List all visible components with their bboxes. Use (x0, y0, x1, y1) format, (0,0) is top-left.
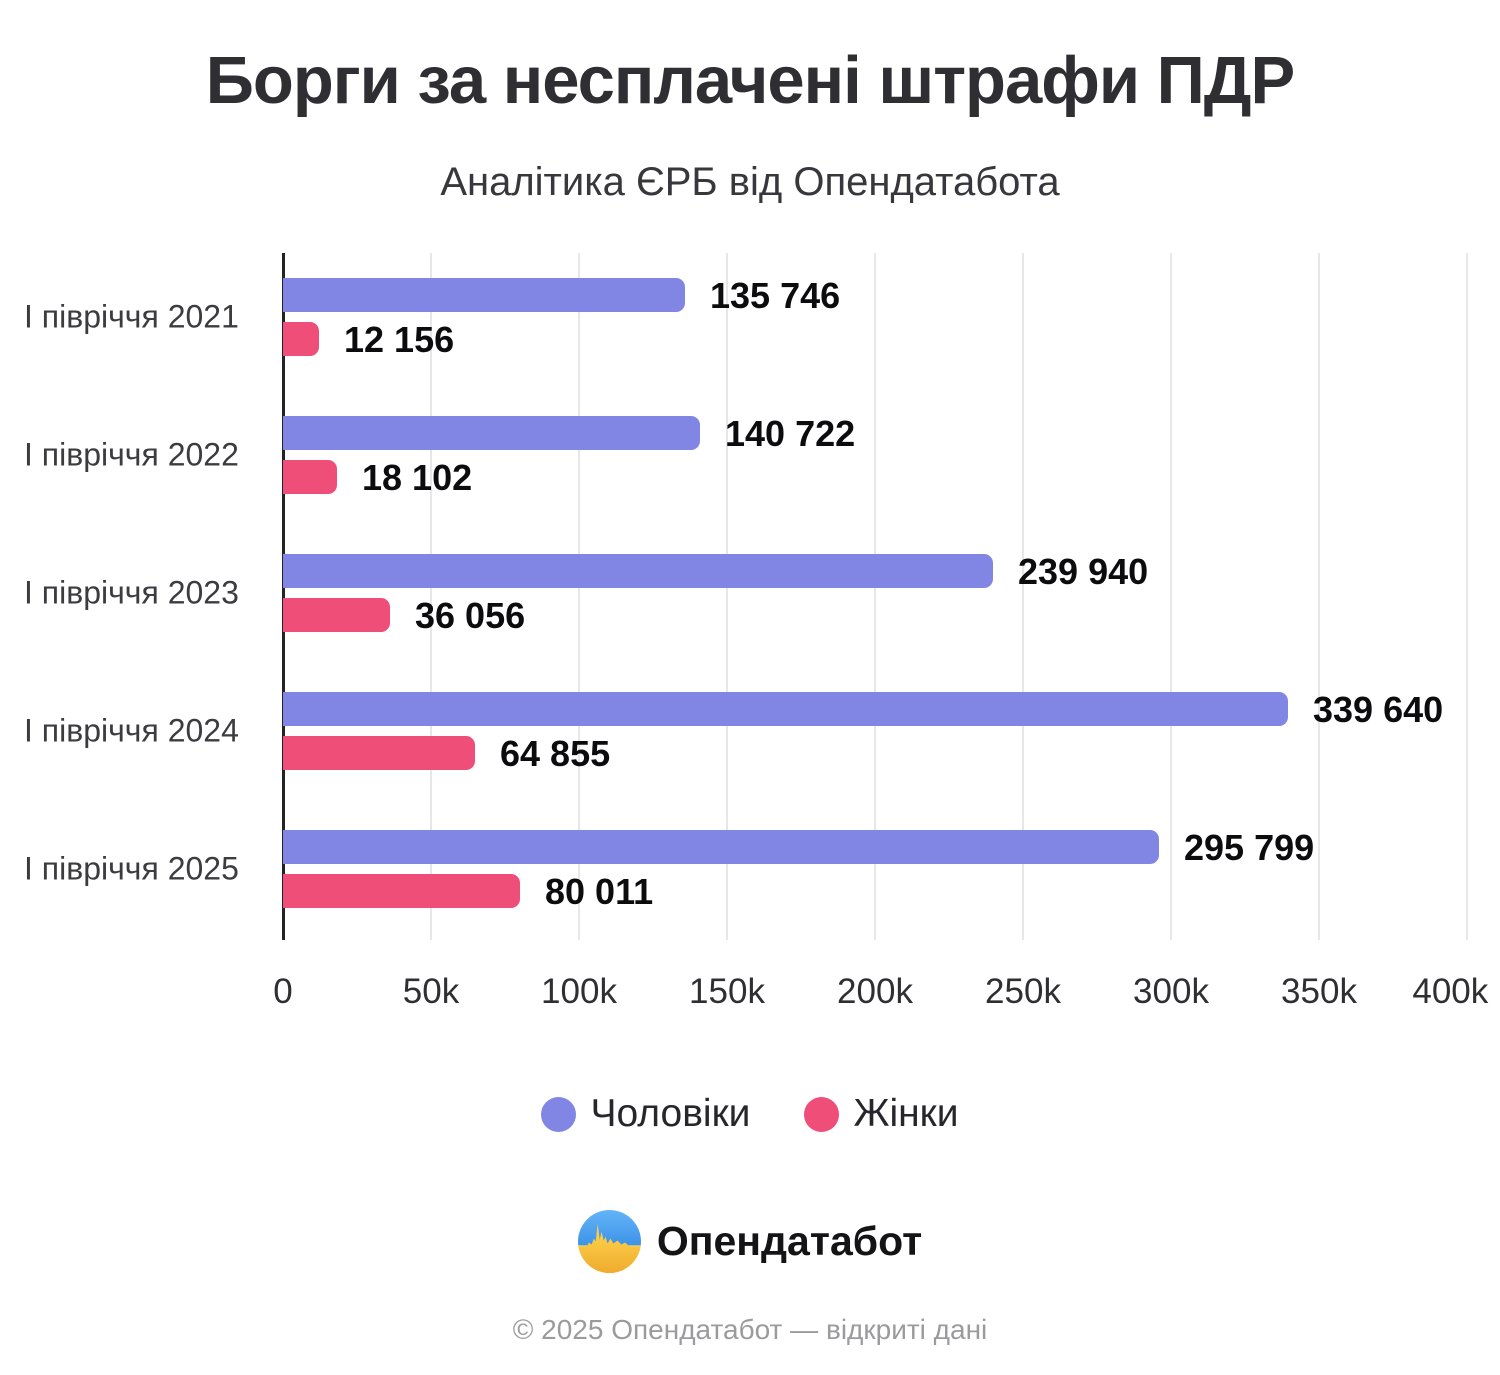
x-tick-label: 250k (985, 972, 1061, 1011)
value-label: 295 799 (1184, 827, 1315, 868)
gridline-350k (1318, 253, 1320, 940)
brand-name: Опендатабот (656, 1218, 923, 1264)
page-title: Борги за несплачені штрафи ПДР (205, 43, 1295, 118)
value-label: 140 722 (725, 413, 856, 454)
bar-Чоловіки-І півріччя 2025 (283, 830, 1159, 864)
x-tick-label: 50k (402, 972, 460, 1011)
value-label: 135 746 (710, 275, 841, 316)
bar-Чоловіки-І півріччя 2023 (283, 554, 993, 588)
x-tick-label: 400k (1412, 972, 1489, 1011)
legend: Чоловіки Жінки (0, 1092, 1500, 1136)
x-tick-label: 100k (541, 972, 617, 1011)
x-tick-label: 350k (1281, 972, 1357, 1011)
plot-area: 135 746 12 156 140 722 18 102 239 940 36 056 3… (282, 253, 1468, 940)
category-label: І півріччя 2025 (24, 850, 239, 887)
value-label: 36 056 (415, 595, 526, 636)
legend-label-women: Жінки (853, 1092, 959, 1135)
x-tick-label: 0 (273, 972, 293, 1011)
value-label: 239 940 (1018, 551, 1149, 592)
gridline-100k (578, 253, 580, 940)
gridline-200k (874, 253, 876, 940)
value-label: 18 102 (362, 457, 473, 498)
x-tick-label: 150k (689, 972, 765, 1011)
opendatabot-logo-icon (577, 1210, 641, 1273)
bar-Чоловіки-І півріччя 2021 (283, 278, 685, 312)
y-axis-line (282, 253, 285, 940)
value-label: 12 156 (344, 319, 455, 360)
brand: Опендатабот (0, 1210, 1500, 1273)
category-label: І півріччя 2022 (24, 436, 239, 473)
category-label: І півріччя 2021 (24, 298, 239, 335)
legend-label-men: Чоловіки (590, 1092, 751, 1135)
legend-swatch-men-icon (541, 1096, 577, 1132)
bar-Жінки-І півріччя 2021 (283, 322, 319, 356)
bar-chart: 135 746 12 156 140 722 18 102 239 940 36 056 3… (24, 253, 1489, 1011)
x-tick-label: 200k (837, 972, 913, 1011)
legend-item-women: Жінки (804, 1092, 959, 1136)
legend-swatch-women-icon (804, 1096, 840, 1132)
value-label: 339 640 (1313, 689, 1444, 730)
bar-Жінки-І півріччя 2025 (283, 874, 520, 908)
bar-Жінки-І півріччя 2023 (283, 598, 390, 632)
page-subtitle: Аналітика ЄРБ від Опендатабота (440, 160, 1060, 204)
value-label: 80 011 (545, 871, 654, 912)
bar-Чоловіки-І півріччя 2024 (283, 692, 1288, 726)
gridline-150k (726, 253, 728, 940)
gridline-50k (430, 253, 432, 940)
category-label: І півріччя 2024 (24, 712, 239, 749)
value-label: 64 855 (500, 733, 611, 774)
copyright-text: © 2025 Опендатабот — відкриті дані (512, 1314, 988, 1345)
bar-Чоловіки-І півріччя 2022 (283, 416, 700, 450)
gridline-400k (1466, 253, 1468, 940)
legend-item-men: Чоловіки (541, 1092, 750, 1136)
category-label: І півріччя 2023 (24, 574, 239, 611)
gridline-300k (1170, 253, 1172, 940)
gridline-250k (1022, 253, 1024, 940)
bar-Жінки-І півріччя 2022 (283, 460, 337, 494)
x-tick-label: 300k (1133, 972, 1209, 1011)
bar-Жінки-І півріччя 2024 (283, 736, 475, 770)
